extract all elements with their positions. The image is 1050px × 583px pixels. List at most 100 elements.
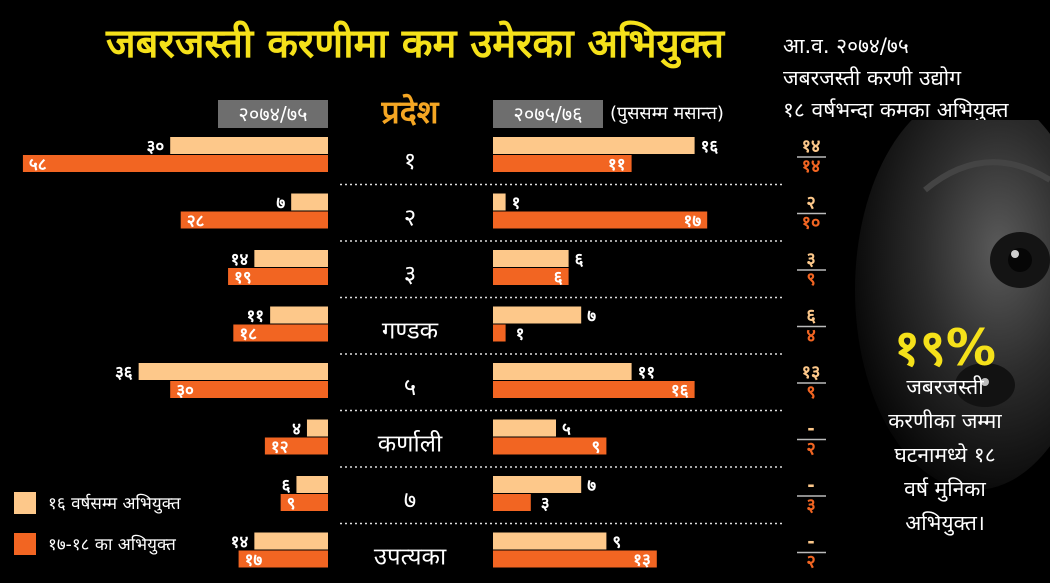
right-bar-light-1 [493,137,695,154]
side-value-top-2: २ [806,193,815,214]
left-label-light-4: ११ [246,307,264,327]
side-note-line-1: आ.व. २०७४/७५ [783,34,909,58]
side-value-top-4: ६ [806,306,816,327]
right-label-light-2: १ [512,194,521,214]
side-note-line-2: जबरजस्ती करणी उद्योग [783,66,962,90]
left-bar-dark-7 [280,494,328,511]
left-bar-light-2 [291,193,328,211]
side-value-top-7: - [807,475,814,496]
province-label-6: कर्णाली [378,430,443,458]
right-label-dark-8: १३ [633,551,651,571]
highlight-text: जबरजस्ती करणीका जम्मा घटनामध्ये १८ वर्ष … [850,370,1040,540]
right-year-header: २०७५/७६ [493,100,603,128]
right-bar-dark-1 [493,155,632,172]
right-bar-light-2 [493,193,506,211]
left-bar-dark-4 [233,324,328,342]
face-photo-image [835,120,1050,540]
left-bar-dark-6 [264,437,328,455]
right-label-dark-5: १६ [671,381,689,401]
right-bar-light-7 [493,476,582,493]
province-header: प्रदेश [381,93,439,131]
left-bar-light-4 [270,306,328,324]
side-value-bottom-4: ४ [806,326,815,347]
left-bar-dark-5 [170,381,328,398]
left-label-light-6: ४ [292,420,301,440]
province-label-3: ३ [404,260,416,288]
left-bar-light-1 [170,137,328,154]
right-label-light-3: ६ [575,250,584,270]
right-bar-dark-8 [493,550,657,568]
left-label-light-7: ६ [282,476,291,496]
side-value-top-8: - [807,532,814,553]
right-label-dark-4: १ [516,325,525,345]
right-bar-light-3 [493,250,569,267]
right-label-dark-1: ११ [608,155,626,175]
right-bar-light-4 [493,306,582,324]
side-value-bottom-5: ९ [806,382,815,403]
right-label-light-7: ७ [587,476,596,496]
left-bar-dark-8 [238,550,328,568]
right-bar-dark-2 [493,211,708,229]
province-label-4: गण्डक [382,317,439,345]
left-bar-light-8 [254,532,328,550]
highlight-line-2: करणीका जम्मा [888,409,1002,433]
province-label-7: ७ [404,486,416,514]
left-bar-light-6 [306,419,328,437]
right-label-light-8: ९ [612,533,621,553]
right-label-light-6: ५ [562,420,571,440]
left-bar-dark-1 [22,155,328,172]
highlight-line-4: वर्ष मुनिका [904,477,986,501]
right-label-dark-3: ६ [554,268,563,288]
side-value-top-1: १४ [802,136,821,157]
left-label-light-2: ७ [276,194,285,214]
highlight-line-5: अभियुक्त। [905,511,985,535]
left-label-dark-6: १२ [271,438,289,458]
left-label-light-5: ३६ [115,363,133,383]
right-label-dark-6: ९ [592,438,601,458]
right-bar-dark-4 [493,324,506,342]
side-note: आ.व. २०७४/७५ जबरजस्ती करणी उद्योग १८ वर्… [783,30,1043,126]
left-label-dark-7: ९ [287,494,296,514]
right-bar-dark-5 [493,381,695,398]
side-value-bottom-7: ३ [806,495,815,516]
chart-title: जबरजस्ती करणीमा कम उमेरका अभियुक्त [105,21,725,67]
legend-label-light: १६ वर्षसम्म अभियुक्त [48,494,181,514]
right-label-light-1: १६ [701,137,719,157]
province-label-1: १ [404,147,416,175]
right-year-note: (पुससम्म मसान्त) [610,103,724,124]
right-label-light-4: ७ [587,307,596,327]
side-value-bottom-6: २ [806,439,815,460]
right-label-dark-7: ३ [541,494,550,514]
left-label-dark-3: १९ [234,268,252,288]
left-bar-light-3 [254,250,328,267]
highlight-line-3: घटनामध्ये १८ [894,443,996,467]
highlight-line-1: जबरजस्ती [906,375,984,399]
left-label-dark-1: ५८ [29,155,47,175]
left-label-dark-5: ३० [176,381,194,401]
province-label-8: उपत्यका [374,543,447,571]
side-value-bottom-8: २ [806,552,815,573]
right-bar-light-6 [493,419,556,437]
right-bar-dark-7 [493,494,531,511]
left-label-light-3: १४ [231,250,249,270]
left-bar-light-5 [138,363,328,380]
left-label-light-8: १४ [231,533,249,553]
right-bar-light-5 [493,363,632,380]
province-label-2: २ [404,204,416,232]
right-label-light-5: ११ [638,363,656,383]
side-value-top-5: १३ [802,362,821,383]
legend-label-dark: १७-१८ का अभियुक्त [48,535,176,555]
right-bar-dark-6 [493,437,607,455]
left-label-dark-8: १७ [245,551,263,571]
province-label-5: ५ [404,373,416,401]
left-bar-dark-3 [228,268,328,285]
highlight-percentage: १९% [893,319,997,377]
side-value-bottom-3: ९ [806,269,815,290]
side-value-top-6: - [807,419,814,440]
right-bar-dark-3 [493,268,569,285]
side-value-top-3: ३ [806,249,815,270]
left-label-dark-4: १८ [239,325,257,345]
left-bar-dark-2 [180,211,328,229]
